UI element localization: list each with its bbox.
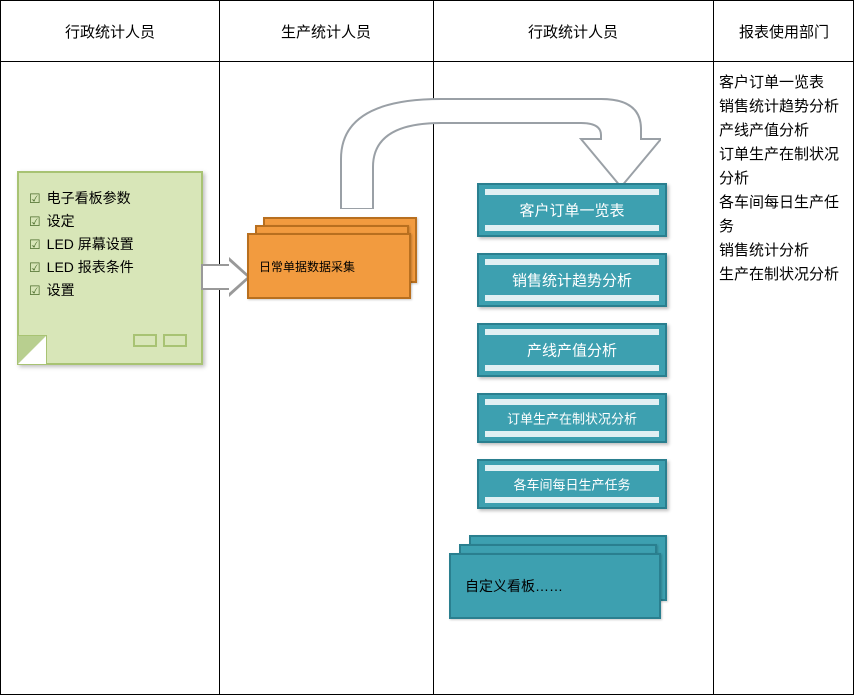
- report-card: 各车间每日生产任务: [477, 459, 667, 509]
- col-divider-2: [433, 1, 434, 694]
- sticky-item: 设置: [29, 279, 191, 302]
- col-divider-3: [713, 1, 714, 694]
- sticky-list: 电子看板参数 设定 LED 屏幕设置 LED 报表条件 设置: [29, 187, 191, 302]
- right-list-item: 销售统计分析: [719, 239, 851, 263]
- custom-board-label: 自定义看板……: [465, 576, 563, 596]
- header-col4: 报表使用部门: [713, 1, 854, 61]
- report-label: 各车间每日生产任务: [479, 475, 665, 494]
- right-list-item: 客户订单一览表: [719, 71, 851, 95]
- right-list-item: 产线产值分析: [719, 119, 851, 143]
- report-label: 客户订单一览表: [479, 200, 665, 221]
- custom-board-stack: 自定义看板……: [449, 535, 667, 619]
- report-card: 产线产值分析: [477, 323, 667, 377]
- custom-board-front: 自定义看板……: [449, 553, 661, 619]
- right-list-item: 生产在制状况分析: [719, 263, 851, 287]
- sticky-note: 电子看板参数 设定 LED 屏幕设置 LED 报表条件 设置: [17, 171, 203, 365]
- right-list-item: 各车间每日生产任: [719, 191, 851, 215]
- right-list-item: 务: [719, 215, 851, 239]
- report-card: 订单生产在制状况分析: [477, 393, 667, 443]
- sticky-fold: [18, 335, 47, 364]
- header-row: 行政统计人员 生产统计人员 行政统计人员 报表使用部门: [1, 1, 853, 62]
- right-list-item: 销售统计趋势分析: [719, 95, 851, 119]
- report-label: 产线产值分析: [479, 340, 665, 361]
- col-divider-1: [219, 1, 220, 694]
- header-col3: 行政统计人员: [433, 1, 713, 61]
- report-card: 销售统计趋势分析: [477, 253, 667, 307]
- sticky-item: 电子看板参数: [29, 187, 191, 210]
- right-list-item: 订单生产在制状况: [719, 143, 851, 167]
- report-label: 销售统计趋势分析: [479, 270, 665, 291]
- right-list-item: 分析: [719, 167, 851, 191]
- flow-arrow-1: [201, 257, 251, 297]
- header-col2: 生产统计人员: [219, 1, 433, 61]
- orange-doc-front: 日常单据数据采集: [247, 233, 411, 299]
- orange-doc-label: 日常单据数据采集: [259, 258, 355, 275]
- sticky-item: LED 屏幕设置: [29, 233, 191, 256]
- header-col1: 行政统计人员: [1, 1, 219, 61]
- report-label: 订单生产在制状况分析: [479, 409, 665, 428]
- sticky-item: 设定: [29, 210, 191, 233]
- diagram-root: 行政统计人员 生产统计人员 行政统计人员 报表使用部门 电子看板参数 设定 LE…: [0, 0, 854, 695]
- orange-doc-stack: 日常单据数据采集: [247, 217, 415, 299]
- sticky-item: LED 报表条件: [29, 256, 191, 279]
- right-list: 客户订单一览表 销售统计趋势分析 产线产值分析 订单生产在制状况 分析 各车间每…: [719, 71, 851, 287]
- report-card: 客户订单一览表: [477, 183, 667, 237]
- sticky-mini-boxes: [133, 334, 187, 347]
